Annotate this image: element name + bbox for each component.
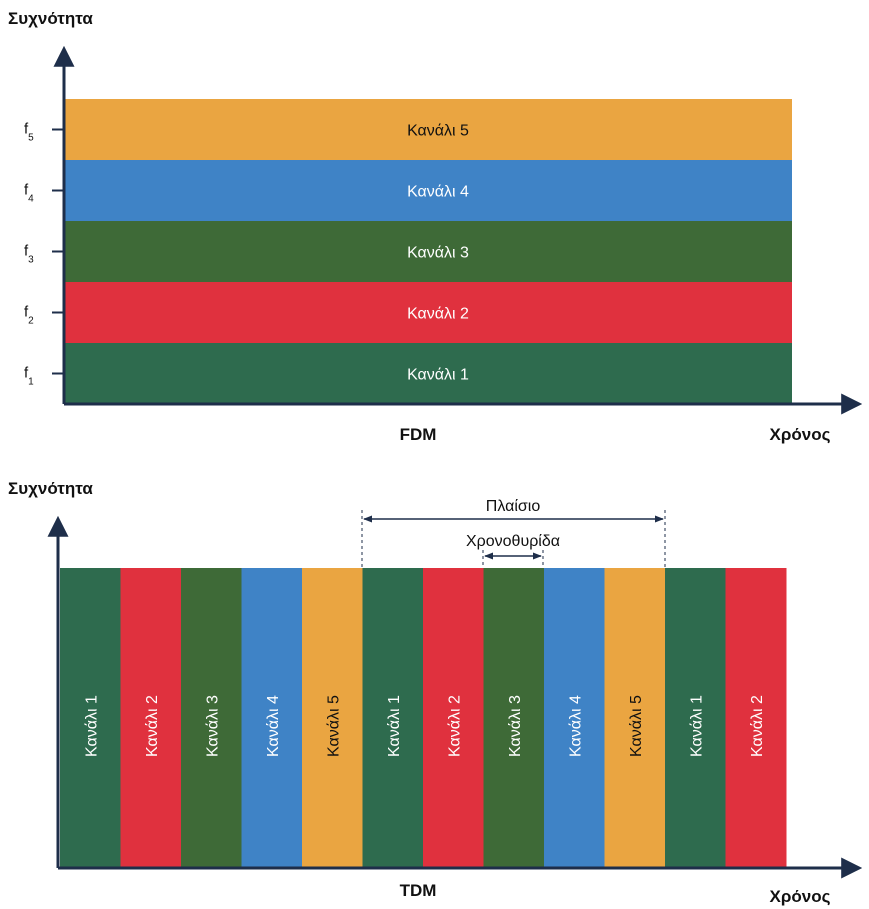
fdm-tick-label: f2 xyxy=(24,304,34,327)
fdm-bands: Κανάλι 5 Κανάλι 4 Κανάλι 3 Κανάλι 2 Κανάλι 1 xyxy=(64,99,792,404)
fdm-band-3 xyxy=(64,221,792,282)
tdm-slot-label: Κανάλι 5 xyxy=(628,695,645,757)
tdm-slot-label: Κανάλι 3 xyxy=(507,695,524,757)
frame-annotation: Πλαίσιο xyxy=(361,498,666,568)
tdm-slot-4 xyxy=(241,568,303,868)
tdm-slot-label: Κανάλι 3 xyxy=(204,695,221,757)
tdm-slot-label: Κανάλι 4 xyxy=(265,695,282,757)
fdm-band-4 xyxy=(64,282,792,343)
tdm-y-axis-label: Συχνότητα xyxy=(8,479,93,498)
tdm-slot-1 xyxy=(60,568,121,868)
fdm-tick-label: f3 xyxy=(24,243,34,266)
fdm-tick-label: f4 xyxy=(24,182,34,205)
fdm-band-label: Κανάλι 1 xyxy=(407,367,469,384)
fdm-ticks: f5 f4 f3 f2 f1 xyxy=(24,121,64,388)
tdm-slot-label: Κανάλι 2 xyxy=(144,695,161,757)
fdm-band-label: Κανάλι 3 xyxy=(407,245,469,262)
tdm-slot-label: Κανάλι 1 xyxy=(83,695,100,757)
slot-annotation: Χρονοθυρίδα xyxy=(466,533,560,568)
fdm-band-1 xyxy=(64,99,792,160)
fdm-band-5 xyxy=(64,343,792,404)
fdm-band-label: Κανάλι 5 xyxy=(407,123,469,140)
fdm-y-axis-label: Συχνότητα xyxy=(8,9,93,28)
fdm-x-axis-label: Χρόνος xyxy=(770,425,831,444)
tdm-slot-5 xyxy=(302,568,363,868)
tdm-slot-2 xyxy=(120,568,182,868)
tdm-slot-10 xyxy=(604,568,666,868)
tdm-x-axis-label: Χρόνος xyxy=(770,887,831,906)
fdm-caption: FDM xyxy=(400,425,437,444)
tdm-slot-6 xyxy=(362,568,424,868)
fdm-band-2 xyxy=(64,160,792,221)
tdm-slot-11 xyxy=(665,568,726,868)
tdm-slot-label: Κανάλι 2 xyxy=(446,695,463,757)
tdm-slot-label: Κανάλι 2 xyxy=(749,695,766,757)
tdm-slot-9 xyxy=(544,568,605,868)
fdm-tick-label: f5 xyxy=(24,121,34,144)
tdm-slot-7 xyxy=(423,568,484,868)
tdm-slot-label: Κανάλι 1 xyxy=(688,695,705,757)
tdm-slot-label: Κανάλι 4 xyxy=(567,695,584,757)
tdm-panel: Συχνότητα Κανάλι 1 Κανάλι 2 Κανάλι 3 Κανάλι… xyxy=(8,479,863,906)
tdm-slot-12 xyxy=(725,568,787,868)
tdm-slots: Κανάλι 1 Κανάλι 2 Κανάλι 3 Κανάλι 4 Κανάλι 5… xyxy=(60,568,787,868)
frame-label: Πλαίσιο xyxy=(486,498,541,515)
tdm-slot-label: Κανάλι 1 xyxy=(386,695,403,757)
tdm-caption: TDM xyxy=(400,881,437,900)
tdm-slot-8 xyxy=(483,568,545,868)
fdm-tick-label: f1 xyxy=(24,365,34,388)
fdm-band-label: Κανάλι 2 xyxy=(407,306,469,323)
tdm-slot-label: Κανάλι 5 xyxy=(325,695,342,757)
fdm-band-label: Κανάλι 4 xyxy=(407,184,469,201)
tdm-slot-3 xyxy=(181,568,242,868)
slot-label: Χρονοθυρίδα xyxy=(466,533,560,550)
